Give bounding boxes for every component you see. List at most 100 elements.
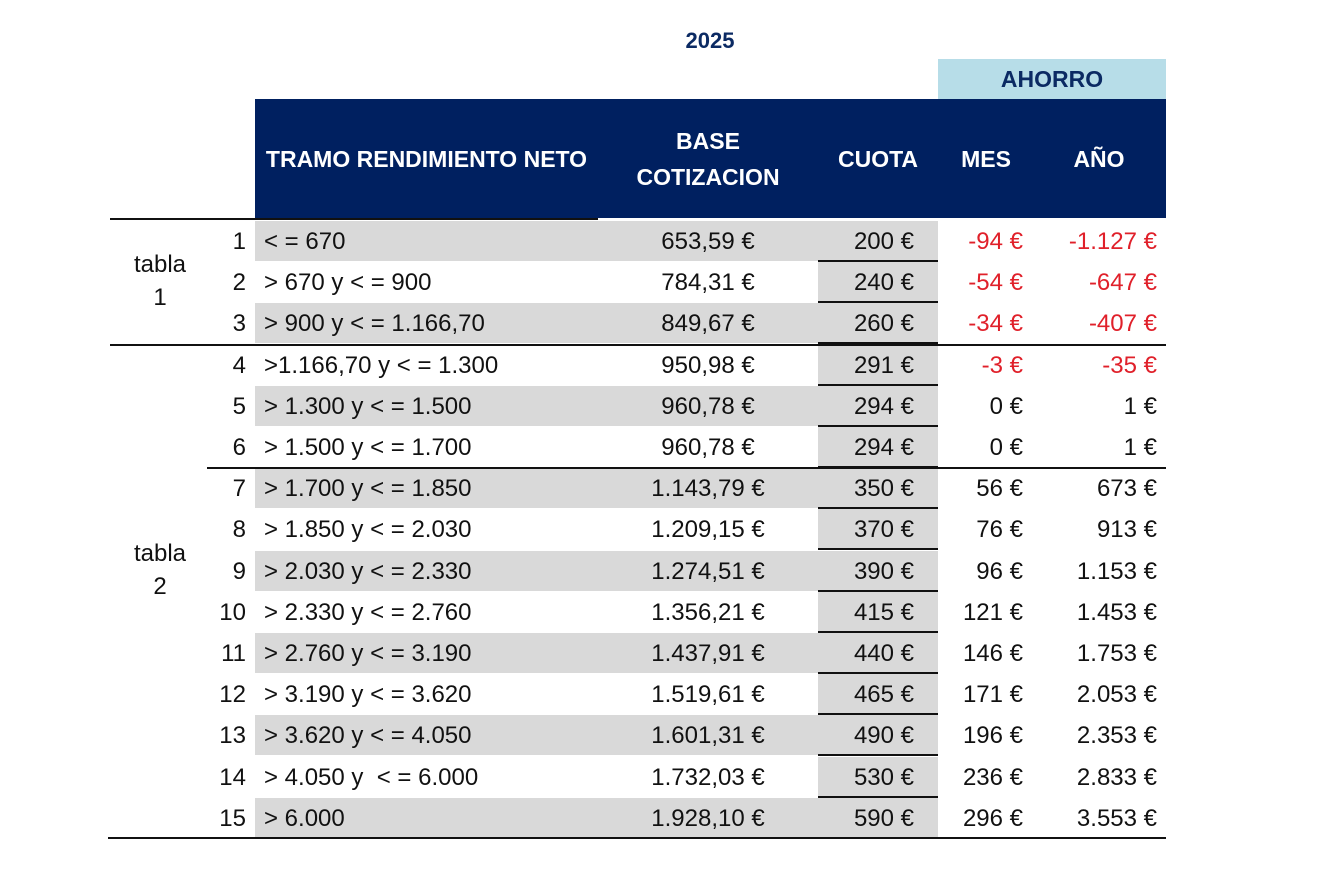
base-cell: 849,67 € bbox=[661, 310, 755, 338]
table-row: 12 > 3.190 y < = 3.620 1.519,61 € 465 € 171 … bbox=[0, 674, 1328, 716]
tramo-cell: > 1.500 y < = 1.700 bbox=[264, 434, 472, 461]
header-tramo: TRAMO RENDIMIENTO NETO bbox=[265, 145, 588, 172]
cuota-cell: 415 € bbox=[853, 598, 914, 626]
cuota-cell: 440 € bbox=[853, 640, 914, 667]
mes-cell: 56 € bbox=[976, 475, 1023, 503]
row-number: 4 bbox=[232, 351, 246, 379]
row-number: 5 bbox=[232, 392, 246, 420]
anio-cell: 1.453 € bbox=[1076, 598, 1157, 626]
row-number: 8 bbox=[232, 516, 246, 544]
row-number: 10 bbox=[219, 598, 246, 626]
cuota-cell-bg bbox=[818, 303, 938, 345]
base-cell: 1.732,03 € bbox=[651, 763, 765, 791]
tramo-cell: > 1.300 y < = 1.500 bbox=[264, 392, 472, 420]
row-number: 12 bbox=[219, 681, 246, 709]
tramo-cell: > 3.620 y < = 4.050 bbox=[264, 722, 472, 750]
anio-cell: 1.153 € bbox=[1076, 557, 1157, 585]
mes-cell: 296 € bbox=[962, 804, 1023, 832]
tramo-cell: > 4.050 y < = 6.000 bbox=[264, 763, 479, 791]
table-row: 8 > 1.850 y < = 2.030 1.209,15 € 370 € 76 € 9… bbox=[0, 509, 1328, 551]
anio-cell: -1.127 € bbox=[1068, 228, 1157, 255]
cuota-cell: 530 € bbox=[853, 763, 914, 791]
mes-cell: -3 € bbox=[981, 351, 1023, 379]
mes-cell: 121 € bbox=[962, 598, 1023, 626]
ahorro-header: AHORRO bbox=[938, 59, 1166, 99]
cuota-cell: 465 € bbox=[853, 681, 914, 709]
table-row: 9 > 2.030 y < = 2.330 1.274,51 € 390 € 96 € 1… bbox=[0, 550, 1328, 592]
anio-cell: 3.553 € bbox=[1076, 804, 1157, 832]
mes-cell: -94 € bbox=[968, 228, 1023, 255]
cuota-cell-bg bbox=[818, 715, 938, 757]
row-number: 1 bbox=[232, 228, 246, 255]
row-number: 11 bbox=[221, 640, 246, 667]
cuota-cell-bg bbox=[818, 591, 938, 633]
cuota-cell: 200 € bbox=[853, 228, 914, 255]
row-number: 7 bbox=[232, 475, 246, 503]
header-cuota: CUOTA bbox=[837, 145, 919, 172]
table-row: 3 > 900 y < = 1.166,70 849,67 € 260 € -34 € -… bbox=[0, 303, 1328, 345]
mes-cell: 0 € bbox=[989, 434, 1023, 461]
cuota-cell-bg bbox=[818, 756, 938, 798]
anio-cell: 2.833 € bbox=[1076, 763, 1157, 791]
base-cell: 1.356,21 € bbox=[651, 598, 765, 626]
table-row: 2 > 670 y < = 900 784,31 € 240 € -54 € -647 € bbox=[0, 262, 1328, 304]
base-cell: 1.274,51 € bbox=[651, 557, 765, 585]
cuota-cell: 350 € bbox=[853, 475, 914, 503]
mes-cell: 76 € bbox=[976, 516, 1023, 544]
anio-cell: -407 € bbox=[1088, 310, 1157, 338]
anio-cell: 1 € bbox=[1123, 434, 1157, 461]
cuota-cell: 370 € bbox=[853, 516, 914, 544]
cuota-cell: 294 € bbox=[853, 434, 914, 461]
tramo-cell: < = 670 bbox=[264, 228, 346, 255]
tramo-cell: > 6.000 bbox=[264, 804, 345, 832]
cuota-cell: 294 € bbox=[853, 392, 914, 420]
anio-cell: 1.753 € bbox=[1076, 640, 1157, 667]
anio-cell: -35 € bbox=[1102, 351, 1157, 379]
base-cell: 1.601,31 € bbox=[651, 722, 765, 750]
cuota-cell-bg bbox=[818, 468, 938, 510]
cuota-cell-bg bbox=[818, 633, 938, 674]
base-cell: 960,78 € bbox=[661, 392, 755, 420]
base-cell: 1.209,15 € bbox=[651, 516, 765, 544]
tramo-cell: > 900 y < = 1.166,70 bbox=[264, 310, 485, 338]
mes-cell: 196 € bbox=[962, 722, 1023, 750]
cuota-cell: 490 € bbox=[853, 722, 914, 750]
mes-cell: 0 € bbox=[989, 392, 1023, 420]
table-row: 14 > 4.050 y < = 6.000 1.732,03 € 530 € 236 … bbox=[0, 756, 1328, 798]
base-cell: 1.143,79 € bbox=[651, 475, 765, 503]
table-row: 11 > 2.760 y < = 3.190 1.437,91 € 440 € 146 … bbox=[0, 633, 1328, 674]
anio-cell: 1 € bbox=[1123, 392, 1157, 420]
cuota-cell-bg bbox=[818, 262, 938, 304]
cuota-cell-bg bbox=[818, 509, 938, 551]
divider-tabla-1 bbox=[110, 344, 1166, 346]
row-number: 2 bbox=[232, 269, 246, 297]
mes-cell: -54 € bbox=[968, 269, 1023, 297]
header-anio: AÑO bbox=[1073, 145, 1125, 172]
table-header: TRAMO RENDIMIENTO NETO BASE COTIZACION C… bbox=[255, 99, 1166, 218]
base-cell: 1.519,61 € bbox=[651, 681, 765, 709]
anio-cell: 2.353 € bbox=[1076, 722, 1157, 750]
cuota-cell-bg bbox=[818, 344, 938, 386]
tramo-cell: >1.166,70 y < = 1.300 bbox=[264, 351, 499, 379]
group-label-line: 2 bbox=[153, 573, 167, 600]
table-row: 4 >1.166,70 y < = 1.300 950,98 € 291 € -3 € -… bbox=[0, 344, 1328, 386]
base-cell: 950,98 € bbox=[661, 351, 755, 379]
anio-cell: 2.053 € bbox=[1076, 681, 1157, 709]
table-row: 13 > 3.620 y < = 4.050 1.601,31 € 490 € 196 … bbox=[0, 715, 1328, 757]
tramo-cell: > 2.760 y < = 3.190 bbox=[264, 640, 472, 667]
cuota-cell: 240 € bbox=[853, 269, 914, 297]
group-label-line: tabla bbox=[133, 251, 187, 278]
row-number: 3 bbox=[232, 310, 246, 338]
row-number: 15 bbox=[219, 804, 246, 832]
mes-cell: 236 € bbox=[962, 763, 1023, 791]
base-cell: 653,59 € bbox=[661, 228, 755, 255]
anio-cell: 913 € bbox=[1096, 516, 1157, 544]
table-row: 1 < = 670 653,59 € 200 € -94 € -1.127 € bbox=[0, 221, 1328, 262]
cuota-cell: 291 € bbox=[853, 351, 914, 379]
group-label-line: tabla bbox=[133, 540, 187, 567]
base-cell: 1.928,10 € bbox=[651, 804, 765, 832]
cuota-cell-bg bbox=[818, 550, 938, 592]
mes-cell: -34 € bbox=[968, 310, 1023, 338]
base-cell: 960,78 € bbox=[661, 434, 755, 461]
base-cell: 784,31 € bbox=[661, 269, 755, 297]
